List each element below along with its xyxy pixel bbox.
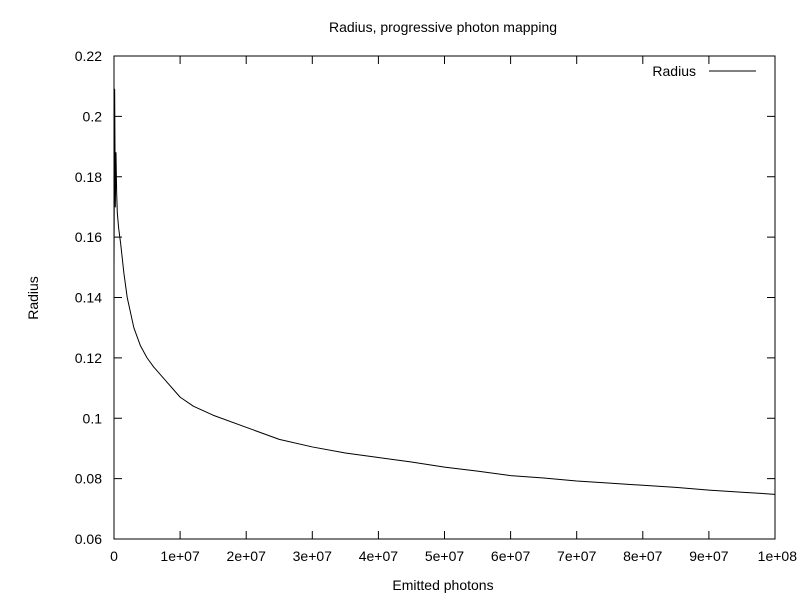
y-tick-label: 0.16 — [75, 229, 102, 245]
tick-layer: 0.06 0.08 0.1 0.12 0.14 0.16 0.18 0.2 0.22 0 1e+07… — [75, 48, 797, 564]
y-tick-label: 0.08 — [75, 471, 102, 487]
x-tick-label: 4e+07 — [359, 548, 399, 564]
x-tick-label: 6e+07 — [491, 548, 531, 564]
y-tick-label: 0.12 — [75, 350, 102, 366]
x-tick-label: 2e+07 — [227, 548, 267, 564]
x-tick-label: 1e+08 — [758, 548, 798, 564]
legend: Radius — [652, 63, 756, 79]
legend-label-radius: Radius — [652, 63, 696, 79]
plot-frame — [113, 55, 776, 540]
x-tick-label: 5e+07 — [425, 548, 465, 564]
x-tick-label: 3e+07 — [293, 548, 333, 564]
x-tick-label: 0 — [110, 548, 118, 564]
series-line-radius — [113, 88, 776, 495]
x-axis-label: Emitted photons — [392, 577, 493, 593]
x-tick-label: 7e+07 — [557, 548, 597, 564]
y-tick-label: 0.06 — [75, 531, 102, 547]
y-axis-label: Radius — [25, 276, 41, 320]
x-tick-label: 8e+07 — [623, 548, 663, 564]
y-tick-label: 0.2 — [83, 108, 103, 124]
y-tick-label: 0.18 — [75, 169, 102, 185]
x-tick-label: 9e+07 — [689, 548, 729, 564]
x-tick-label: 1e+07 — [160, 548, 200, 564]
series-layer — [113, 88, 776, 495]
y-tick-label: 0.1 — [83, 410, 103, 426]
y-tick-label: 0.14 — [75, 290, 102, 306]
y-tick-label: 0.22 — [75, 48, 102, 64]
chart-title: Radius, progressive photon mapping — [329, 19, 557, 35]
